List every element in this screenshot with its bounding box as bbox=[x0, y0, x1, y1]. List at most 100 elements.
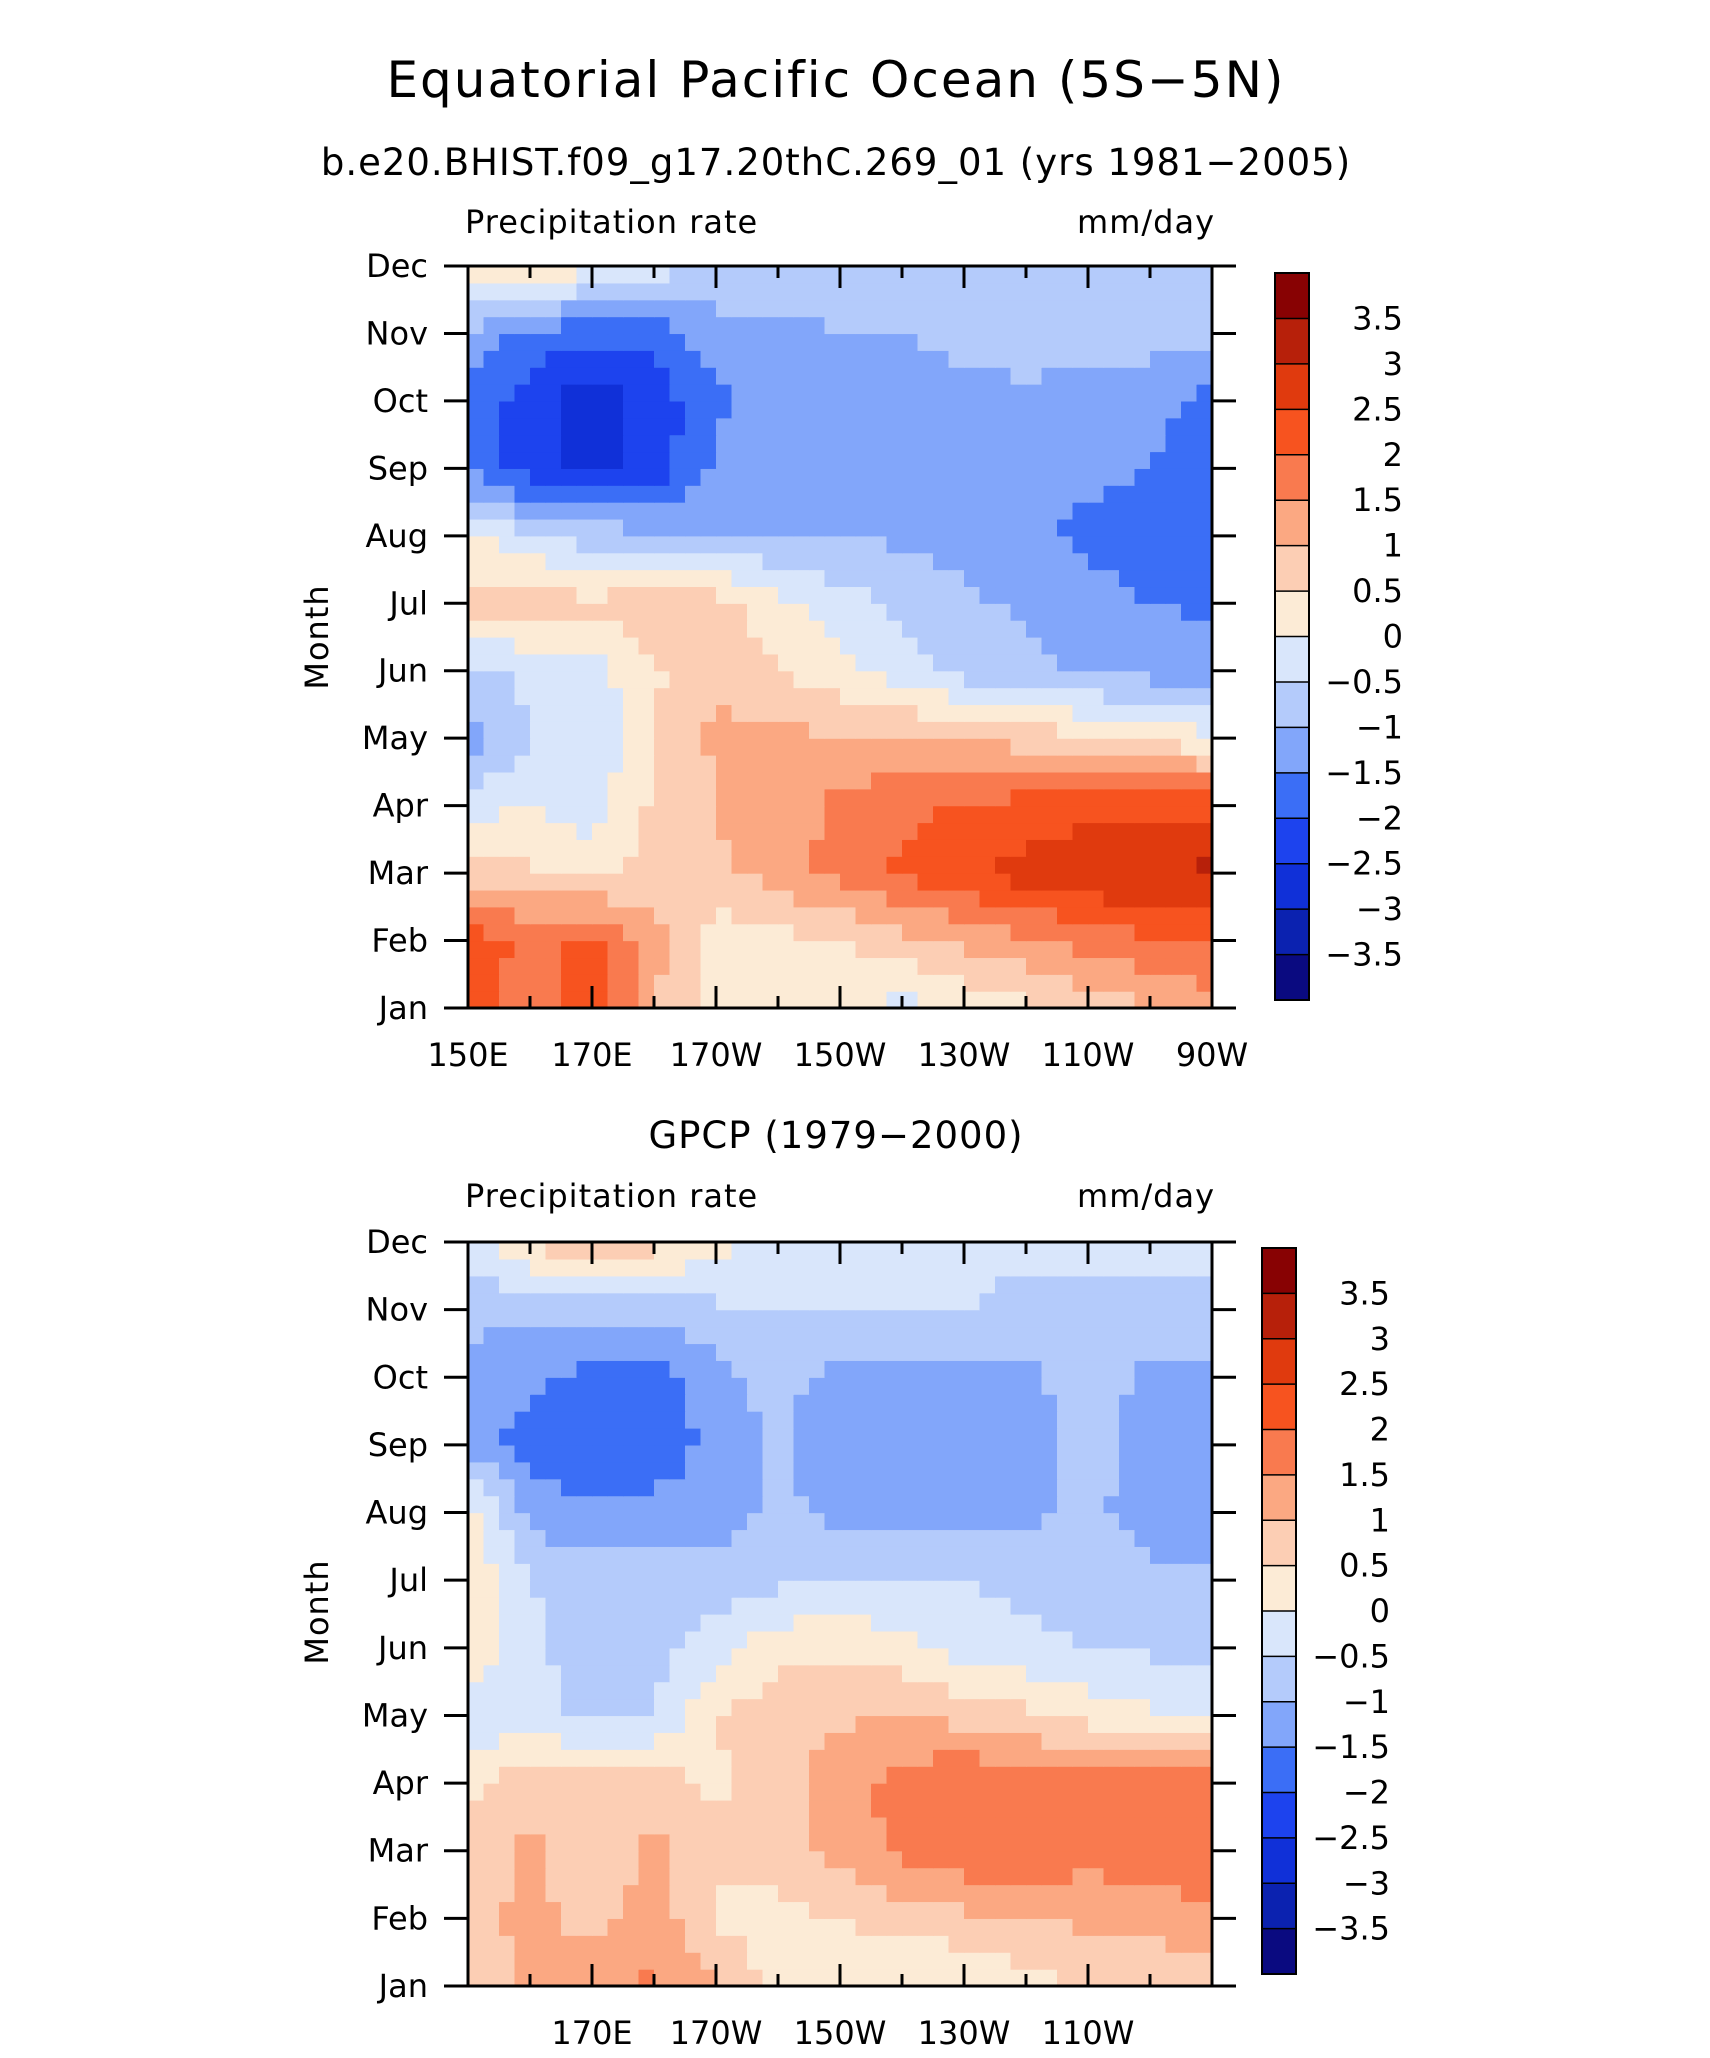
heatmap-cell bbox=[654, 1867, 671, 1886]
heatmap-cell bbox=[1103, 552, 1120, 571]
heatmap-cell bbox=[514, 1309, 531, 1328]
heatmap-cell bbox=[840, 1766, 857, 1784]
heatmap-cell bbox=[530, 805, 547, 824]
heatmap-cell bbox=[1010, 1394, 1027, 1412]
heatmap-cell bbox=[1088, 1326, 1105, 1345]
heatmap-cell bbox=[1010, 1495, 1027, 1514]
heatmap-cell bbox=[1041, 991, 1058, 1009]
heatmap-cell bbox=[638, 1816, 655, 1835]
heatmap-cell bbox=[747, 1343, 764, 1361]
heatmap-cell bbox=[793, 1495, 810, 1514]
heatmap-cell bbox=[545, 417, 562, 436]
heatmap-cell bbox=[561, 889, 578, 908]
heatmap-cell bbox=[917, 266, 934, 284]
heatmap-cell bbox=[592, 1867, 609, 1886]
heatmap-cell bbox=[1181, 299, 1198, 318]
heatmap-cell bbox=[561, 1546, 578, 1564]
heatmap-cell bbox=[964, 889, 981, 908]
heatmap-cell bbox=[1026, 1292, 1043, 1311]
heatmap-cell bbox=[623, 1630, 640, 1649]
heatmap-cell bbox=[809, 468, 826, 486]
heatmap-cell bbox=[1088, 1681, 1105, 1700]
heatmap-cell bbox=[1072, 991, 1089, 1009]
heatmap-cell bbox=[1134, 417, 1151, 436]
heatmap-cell bbox=[731, 1901, 748, 1919]
heatmap-cell bbox=[964, 721, 981, 739]
heatmap-cell bbox=[964, 1664, 981, 1683]
heatmap-cell bbox=[1026, 1546, 1043, 1564]
heatmap-cell bbox=[1057, 384, 1074, 402]
heatmap-cell bbox=[1134, 1478, 1151, 1497]
heatmap-cell bbox=[545, 1749, 562, 1767]
heatmap-cell bbox=[1196, 620, 1213, 638]
heatmap-cell bbox=[979, 670, 996, 689]
heatmap-cell bbox=[979, 384, 996, 402]
heatmap-cell bbox=[1119, 316, 1136, 335]
heatmap-cell bbox=[654, 1394, 671, 1412]
y-tick-label: Nov bbox=[366, 314, 428, 352]
heatmap-cell bbox=[468, 1563, 485, 1581]
heatmap-cell bbox=[1165, 384, 1182, 402]
heatmap-cell bbox=[576, 1681, 593, 1700]
heatmap-cell bbox=[809, 704, 826, 722]
heatmap-cell bbox=[716, 873, 733, 891]
heatmap-cell bbox=[576, 535, 593, 554]
heatmap-cell bbox=[1150, 502, 1167, 520]
heatmap-cell bbox=[669, 1377, 686, 1395]
heatmap-cell bbox=[1103, 1529, 1120, 1547]
heatmap-cell bbox=[1041, 266, 1058, 284]
heatmap-cell bbox=[530, 637, 547, 655]
heatmap-cell bbox=[1088, 417, 1105, 436]
heatmap-cell bbox=[1165, 1681, 1182, 1700]
heatmap-cell bbox=[778, 1783, 795, 1801]
heatmap-cell bbox=[468, 1783, 485, 1801]
heatmap-cell bbox=[1196, 1529, 1213, 1547]
heatmap-cell bbox=[700, 535, 717, 554]
heatmap-cell bbox=[576, 350, 593, 368]
heatmap-cell bbox=[979, 1495, 996, 1514]
colorbar-swatch bbox=[1275, 318, 1309, 365]
heatmap-cell bbox=[995, 1242, 1012, 1260]
heatmap-cell bbox=[1119, 1800, 1136, 1818]
heatmap-cell bbox=[716, 1783, 733, 1801]
heatmap-cell bbox=[933, 316, 950, 335]
heatmap-cell bbox=[561, 1952, 578, 1970]
heatmap-cell bbox=[778, 1614, 795, 1632]
heatmap-cell bbox=[809, 1529, 826, 1547]
colorbar-label: 0.5 bbox=[1352, 572, 1403, 610]
heatmap-cell bbox=[592, 1732, 609, 1750]
heatmap-cell bbox=[530, 1833, 547, 1852]
heatmap-cell bbox=[638, 1681, 655, 1700]
heatmap-cell bbox=[669, 1343, 686, 1361]
heatmap-cell bbox=[623, 1478, 640, 1497]
heatmap-cell bbox=[964, 1884, 981, 1903]
heatmap-cell bbox=[1119, 856, 1136, 874]
colorbar-label: −2.5 bbox=[1312, 1819, 1390, 1857]
heatmap-cell bbox=[530, 1766, 547, 1784]
heatmap-cell bbox=[1196, 603, 1213, 621]
heatmap-cell bbox=[902, 1935, 919, 1953]
heatmap-cell bbox=[1072, 856, 1089, 874]
heatmap-cell bbox=[483, 974, 500, 992]
heatmap-cell bbox=[499, 1884, 516, 1903]
heatmap-cell bbox=[716, 1326, 733, 1345]
heatmap-cell bbox=[1041, 1360, 1058, 1378]
heatmap-cell bbox=[1181, 1563, 1198, 1581]
heatmap-cell bbox=[933, 552, 950, 571]
heatmap-cell bbox=[1010, 1326, 1027, 1345]
heatmap-cell bbox=[762, 434, 779, 453]
heatmap-cell bbox=[933, 451, 950, 469]
heatmap-cell bbox=[623, 417, 640, 436]
heatmap-cell bbox=[607, 940, 624, 959]
heatmap-cell bbox=[483, 906, 500, 925]
heatmap-cell bbox=[1181, 1969, 1198, 1987]
heatmap-cell bbox=[948, 822, 965, 840]
heatmap-cell bbox=[948, 1478, 965, 1497]
heatmap-cell bbox=[979, 721, 996, 739]
heatmap-cell bbox=[545, 1411, 562, 1429]
heatmap-cell bbox=[855, 1952, 872, 1970]
heatmap-cell bbox=[917, 282, 934, 301]
heatmap-cell bbox=[1057, 923, 1074, 942]
heatmap-cell bbox=[902, 451, 919, 469]
heatmap-cell bbox=[716, 1800, 733, 1818]
